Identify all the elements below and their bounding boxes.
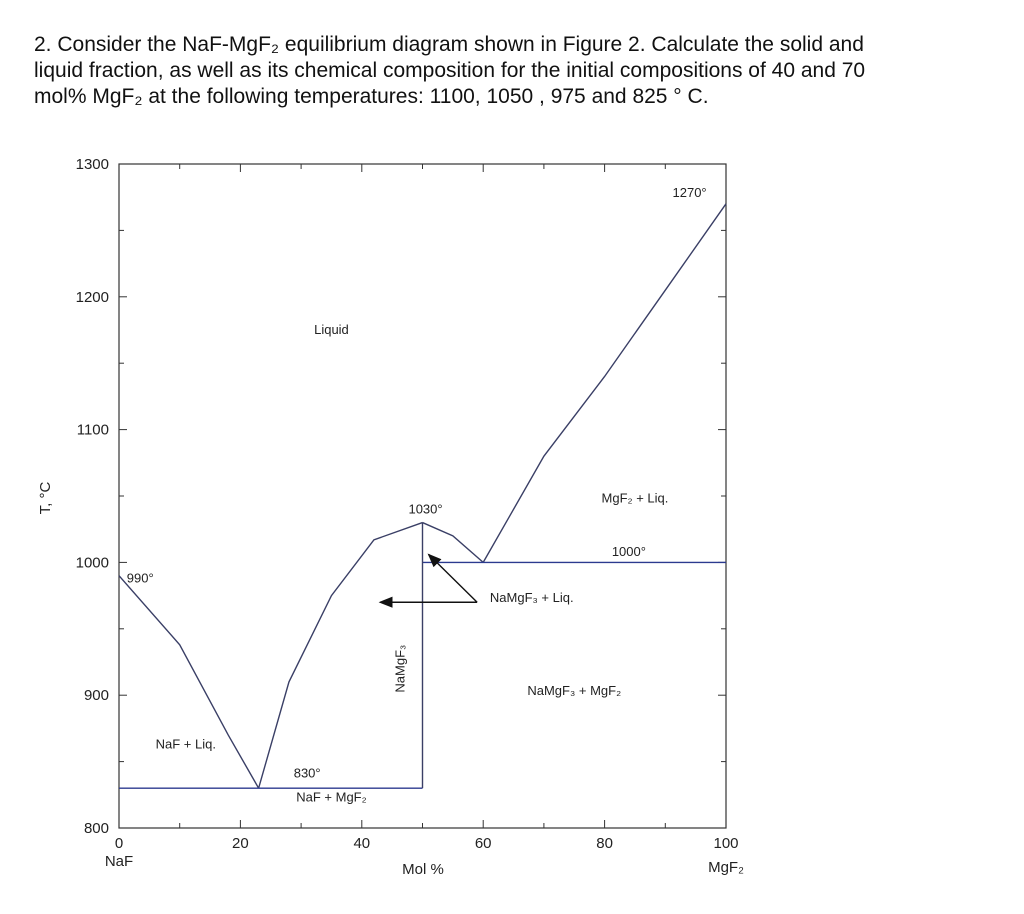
x-tick-label: 80 (596, 835, 613, 852)
x-tick-label: 20 (232, 835, 249, 852)
chart-annotation: 990° (127, 570, 154, 585)
chart-annotation: NaMgF₃ + Liq. (490, 590, 574, 605)
liquidus-naf-line (118, 575, 260, 789)
liquidus-mgf2-line (482, 203, 727, 563)
question-line-2: liquid fraction, as well as its chemical… (34, 59, 866, 82)
liquidus-namgf3-right-line (422, 521, 484, 563)
annotation-arrow (427, 553, 478, 603)
chart-annotation: NaMgF₃ + MgF₂ (527, 683, 621, 698)
x-tick-label: 0 (115, 835, 123, 852)
chart-annotation: 1030° (408, 501, 442, 516)
y-tick-label: 1100 (77, 422, 109, 439)
question-line-1: 2. Consider the NaF-MgF₂ equilibrium dia… (34, 33, 864, 56)
chart-annotation: MgF₂ + Liq. (602, 491, 669, 506)
x-axis-label: Mol % (402, 861, 444, 878)
chart-annotation: Liquid (314, 322, 349, 337)
liquidus-namgf3-left-line (257, 521, 423, 789)
y-axis-label: T, °C (37, 482, 54, 515)
question-line-3: mol% MgF₂ at the following temperatures:… (34, 85, 709, 108)
chart-annotation: NaF + MgF₂ (296, 789, 366, 804)
y-tick-label: 1300 (76, 156, 109, 173)
x-tick-label: 40 (353, 835, 370, 852)
y-tick-label: 1200 (76, 289, 109, 306)
chart-annotation: NaMgF₃ (392, 645, 407, 693)
y-tick-label: 1000 (76, 554, 109, 571)
chart-annotation: 1270° (673, 185, 707, 200)
chart-annotation: NaF + Liq. (156, 736, 216, 751)
x-end-label-mgf2: MgF₂ (708, 859, 744, 876)
y-tick-label: 800 (84, 820, 109, 837)
y-tick-label: 900 (84, 687, 109, 704)
question-text: 2. Consider the NaF-MgF₂ equilibrium dia… (34, 32, 1009, 110)
x-tick-label: 60 (475, 835, 492, 852)
x-tick-label: 100 (713, 835, 738, 852)
chart-annotation: 830° (294, 766, 321, 781)
x-end-label-naf: NaF (105, 853, 133, 870)
chart-annotation: 1000° (612, 544, 646, 559)
